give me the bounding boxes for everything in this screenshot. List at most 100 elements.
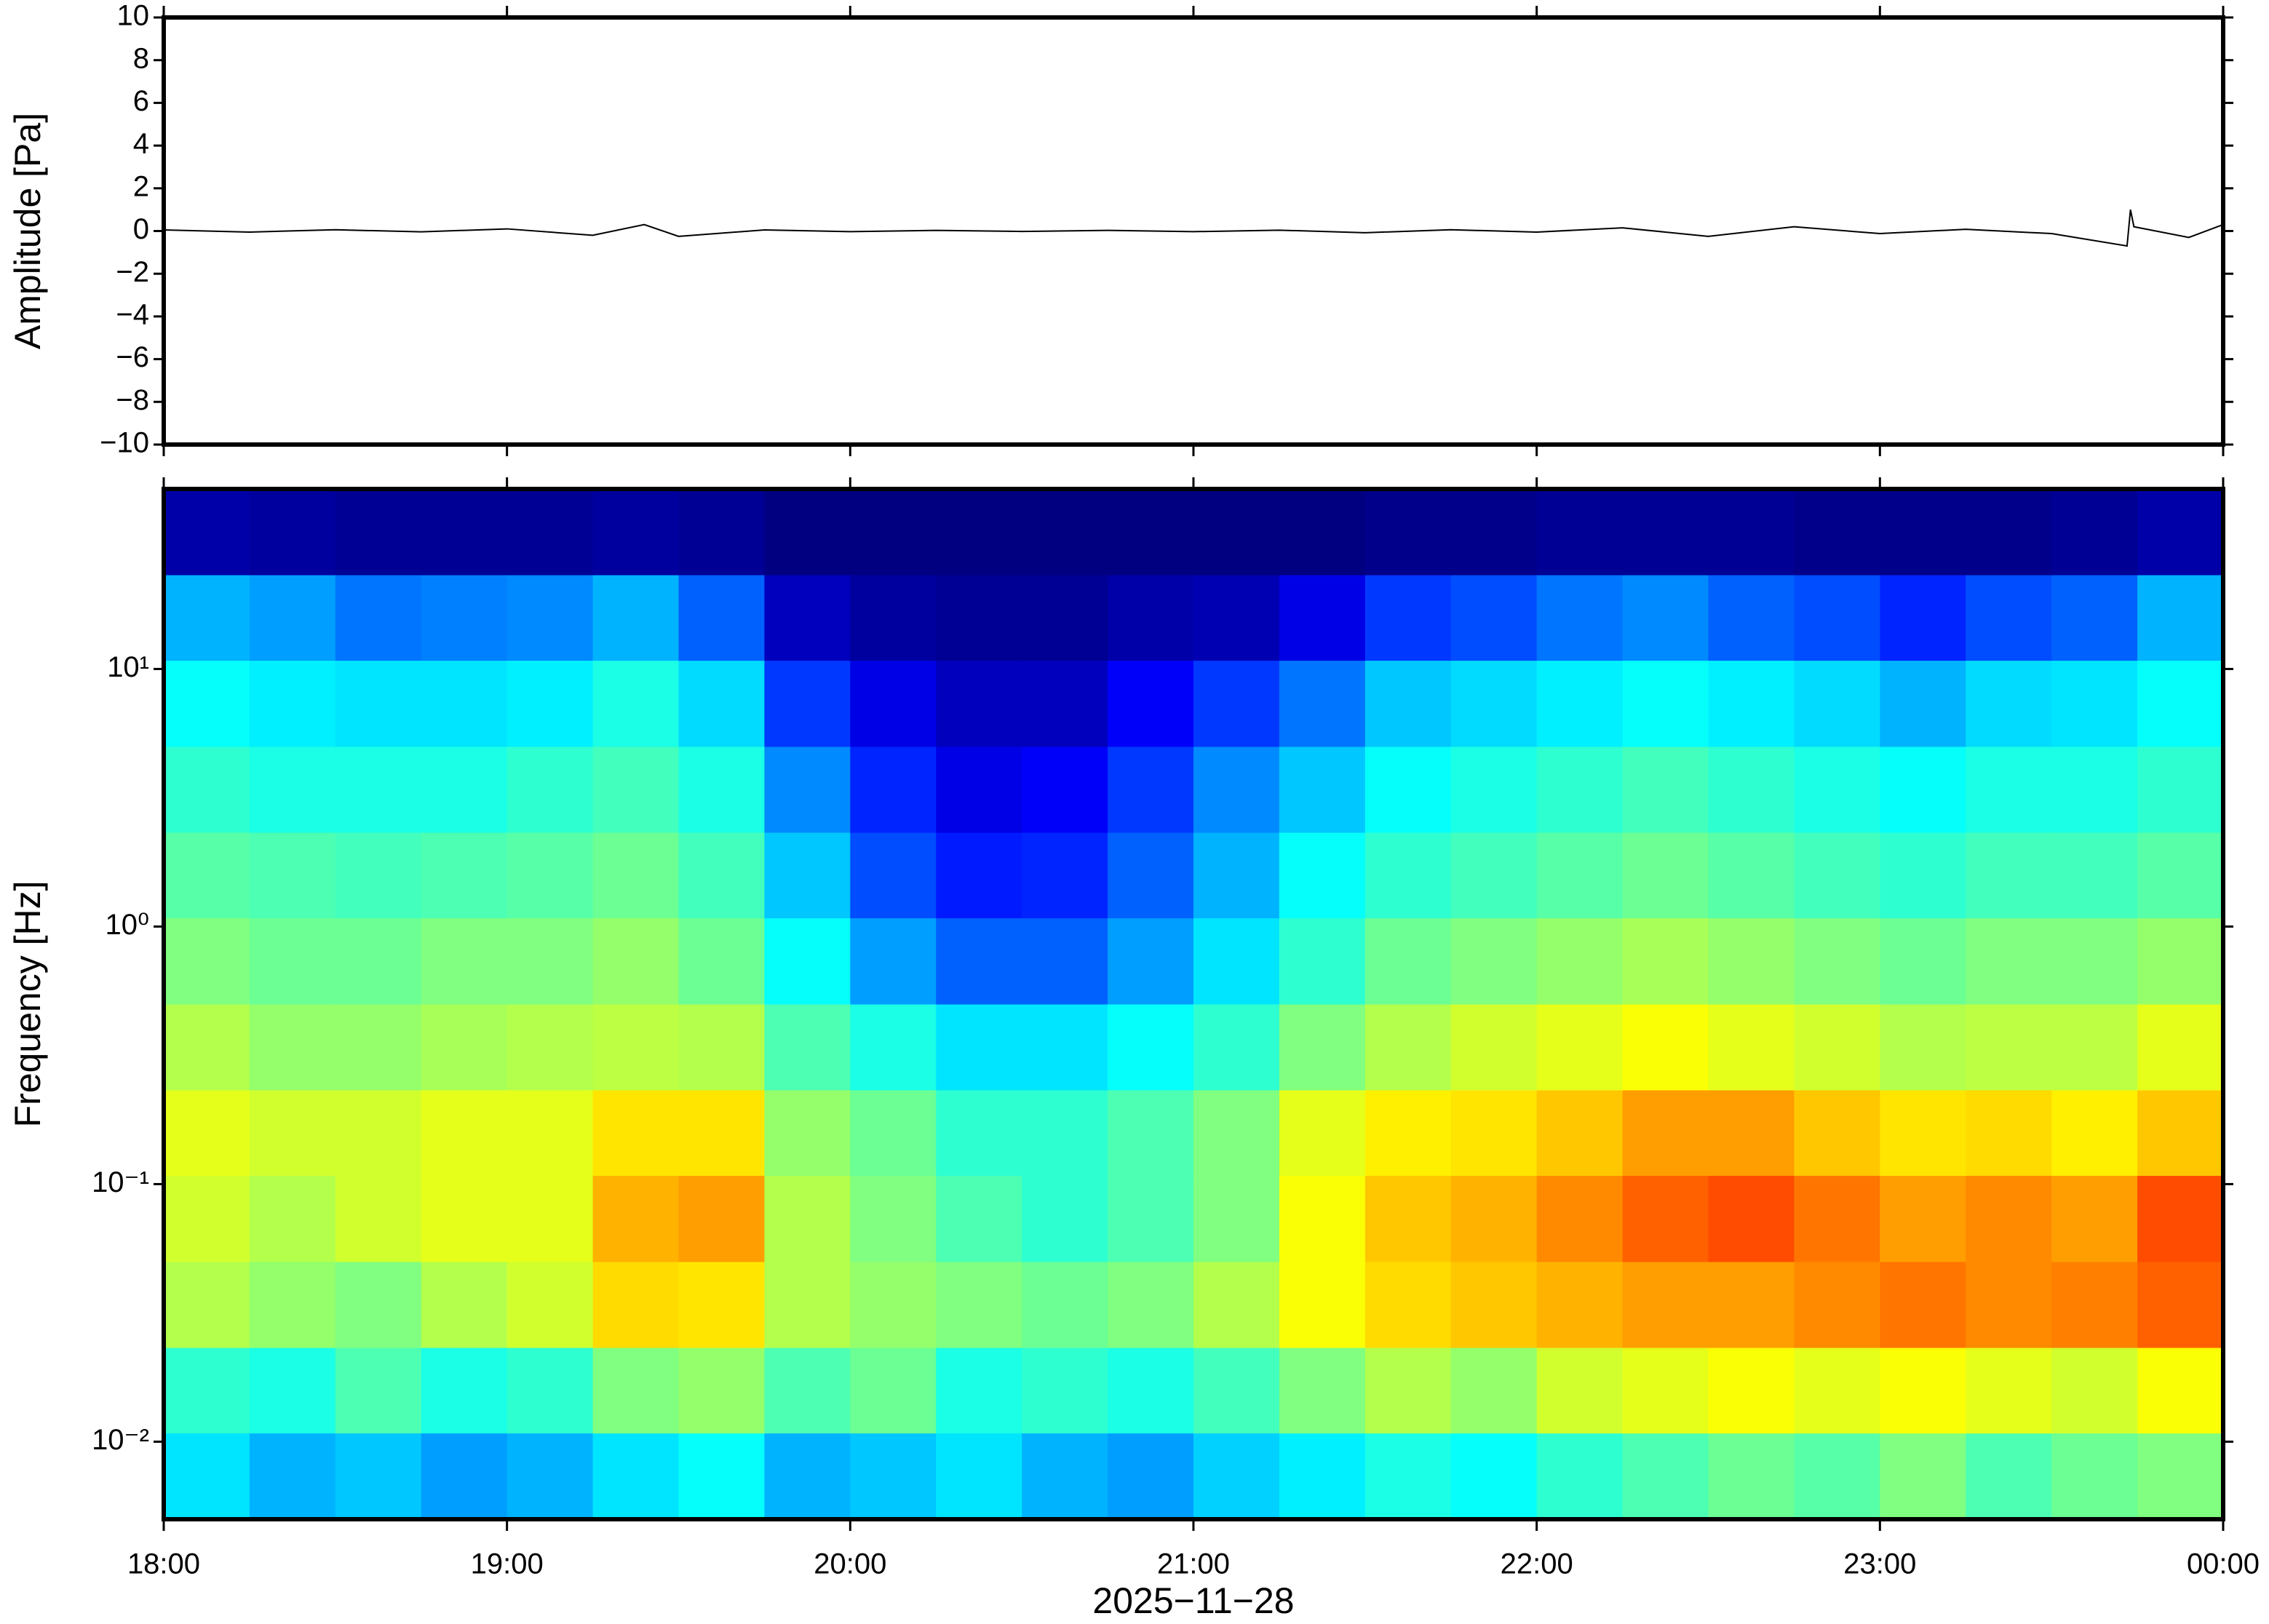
spectrogram-cell xyxy=(249,832,336,919)
spectrogram-cell xyxy=(678,832,765,919)
spectrogram-cell xyxy=(1193,1348,1280,1434)
spectrogram-cell xyxy=(1622,832,1709,919)
spectrogram-cell xyxy=(421,1348,508,1434)
spectrogram-cell xyxy=(592,575,679,661)
spectrogram-cell xyxy=(2137,660,2224,747)
spectrogram-cell xyxy=(1794,1090,1880,1177)
spectrogram-cell xyxy=(592,918,679,1005)
spectrogram-cell xyxy=(936,1348,1022,1434)
y-tick-label: 6 xyxy=(133,85,149,117)
spectrogram-cell xyxy=(506,747,594,833)
x-tick-label: 18:00 xyxy=(127,1548,200,1580)
spectrogram-cell xyxy=(506,1433,594,1520)
spectrogram-cell xyxy=(1536,1090,1624,1177)
spectrogram-cell xyxy=(335,747,422,833)
spectrogram-cell xyxy=(936,575,1022,661)
spectrogram-cell xyxy=(1193,575,1280,661)
spectrogram-cell xyxy=(2051,575,2138,661)
spectrogram-cell xyxy=(1108,575,1194,661)
spectrogram-cell xyxy=(164,660,250,747)
spectrogram-cell xyxy=(1536,832,1624,919)
spectrogram-cell xyxy=(1794,1262,1880,1348)
spectrogram-cell xyxy=(1880,1090,1966,1177)
spectrogram-cell xyxy=(1022,489,1108,576)
spectrogram-cell xyxy=(678,747,765,833)
spectrogram-cell xyxy=(764,1175,851,1262)
spectrogram-cell xyxy=(592,489,679,576)
spectrogram-cell xyxy=(1622,1348,1709,1434)
y-tick-label: 10⁰ xyxy=(105,909,149,941)
spectrogram-cell xyxy=(506,1175,594,1262)
spectrogram-cell xyxy=(335,660,422,747)
spectrogram-cell xyxy=(1364,1433,1452,1520)
spectrogram-cell xyxy=(1966,1348,2052,1434)
spectrogram-cell xyxy=(2137,1004,2224,1091)
spectrogram-cell xyxy=(1108,1090,1194,1177)
spectrogram-cell xyxy=(850,1262,937,1348)
y-tick-label: 2 xyxy=(133,170,149,202)
spectrogram-cell xyxy=(1364,489,1452,576)
spectrogram-cell xyxy=(764,747,851,833)
spectrogram-cell xyxy=(2051,1433,2138,1520)
y-tick-label: 10¹ xyxy=(107,651,149,683)
x-tick-label: 21:00 xyxy=(1157,1548,1230,1580)
spectrogram-cell xyxy=(1108,1348,1194,1434)
spectrogram-cell xyxy=(592,1262,679,1348)
spectrogram-cell xyxy=(1108,489,1194,576)
spectrogram-cell xyxy=(1794,660,1880,747)
spectrogram-cell xyxy=(1536,1262,1624,1348)
spectrogram-cell xyxy=(678,1004,765,1091)
spectrogram-cell xyxy=(764,489,851,576)
spectrogram-cell xyxy=(2137,575,2224,661)
spectrogram-cell xyxy=(1708,747,1795,833)
spectrogram-cell xyxy=(2051,1004,2138,1091)
spectrogram-cell xyxy=(1880,832,1966,919)
spectrogram-cell xyxy=(335,918,422,1005)
spectrogram-cell xyxy=(1708,832,1795,919)
spectrogram-cell xyxy=(421,832,508,919)
spectrogram-cell xyxy=(1708,918,1795,1005)
spectrogram-cell xyxy=(1708,575,1795,661)
spectrogram-cell xyxy=(1794,832,1880,919)
spectrogram-cell xyxy=(1708,1433,1795,1520)
spectrogram-cell xyxy=(1364,575,1452,661)
spectrogram-cell xyxy=(1794,1348,1880,1434)
spectrogram-cell xyxy=(850,489,937,576)
spectrogram-cell xyxy=(335,1348,422,1434)
spectrogram-cell xyxy=(1279,1348,1366,1434)
spectrogram-cell xyxy=(1108,747,1194,833)
spectrogram-cell xyxy=(764,1348,851,1434)
spectrogram-cell xyxy=(1450,575,1538,661)
y-tick-label: −10 xyxy=(100,427,149,459)
spectrogram-cell xyxy=(1794,1004,1880,1091)
spectrogram-cell xyxy=(1364,918,1452,1005)
spectrogram-cell xyxy=(2051,1262,2138,1348)
spectrogram-cell xyxy=(164,747,250,833)
spectrogram-cell xyxy=(1279,1004,1366,1091)
spectrogram-cell xyxy=(1794,489,1880,576)
spectrogram-cell xyxy=(1022,747,1108,833)
spectrogram-cell xyxy=(1708,1262,1795,1348)
spectrogram-cell xyxy=(850,832,937,919)
spectrogram-cell xyxy=(1022,1004,1108,1091)
spectrogram-cell xyxy=(1364,832,1452,919)
spectrogram-cell xyxy=(1536,1004,1624,1091)
spectrogram-cell xyxy=(335,1433,422,1520)
spectrogram-cell xyxy=(1108,832,1194,919)
spectrogram-cell xyxy=(1193,660,1280,747)
y-axis-label: Amplitude [Pa] xyxy=(7,113,48,349)
spectrogram-cell xyxy=(1364,1348,1452,1434)
spectrogram-cell xyxy=(2051,1090,2138,1177)
spectrogram-cell xyxy=(1279,1433,1366,1520)
spectrogram-cell xyxy=(421,918,508,1005)
y-tick-label: 8 xyxy=(133,42,149,74)
spectrogram-cell xyxy=(936,1262,1022,1348)
spectrogram-cell xyxy=(164,489,250,576)
spectrogram-cell xyxy=(1622,747,1709,833)
spectrogram-cell xyxy=(1794,918,1880,1005)
spectrogram-cell xyxy=(1966,1262,2052,1348)
spectrogram-cell xyxy=(850,747,937,833)
spectrogram-cell xyxy=(592,1433,679,1520)
spectrogram-cell xyxy=(421,1433,508,1520)
spectrogram-cell xyxy=(1108,660,1194,747)
